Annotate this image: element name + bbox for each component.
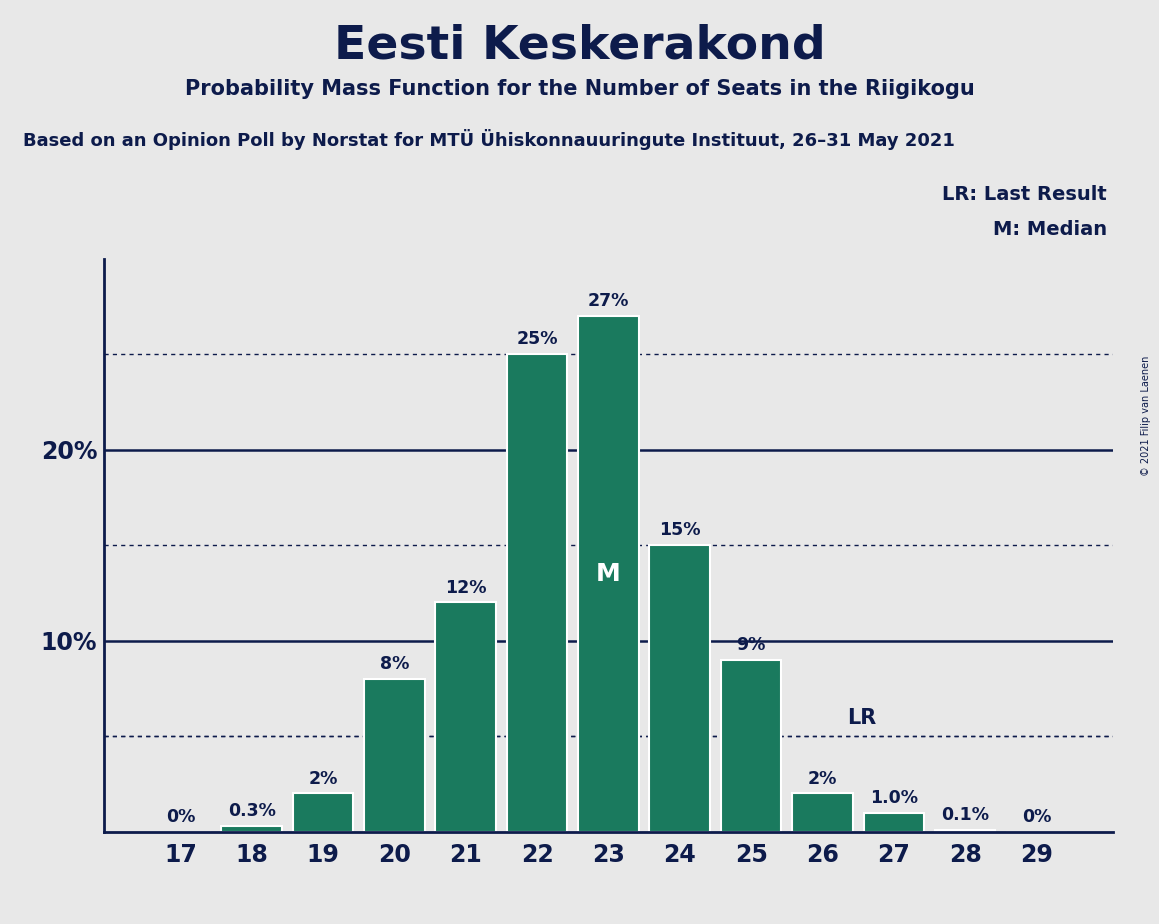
Text: 1.0%: 1.0% (869, 789, 918, 807)
Text: 8%: 8% (380, 655, 409, 673)
Text: M: Median: M: Median (993, 220, 1107, 239)
Bar (436, 602, 496, 832)
Text: 27%: 27% (588, 292, 629, 310)
Text: 25%: 25% (517, 331, 557, 348)
Bar (221, 826, 282, 832)
Text: 0.1%: 0.1% (941, 806, 989, 824)
Text: Eesti Keskerakond: Eesti Keskerakond (334, 23, 825, 68)
Text: 12%: 12% (445, 578, 487, 597)
Text: 2%: 2% (308, 770, 337, 787)
Text: Probability Mass Function for the Number of Seats in the Riigikogu: Probability Mass Function for the Number… (184, 79, 975, 99)
Bar (792, 794, 853, 832)
Text: 0%: 0% (1022, 808, 1051, 826)
Bar (935, 830, 996, 832)
Text: 2%: 2% (808, 770, 837, 787)
Text: 0%: 0% (166, 808, 195, 826)
Text: M: M (596, 562, 621, 586)
Bar (721, 660, 781, 832)
Bar (293, 794, 353, 832)
Bar (578, 316, 639, 832)
Text: LR: LR (847, 709, 876, 728)
Bar (863, 812, 924, 832)
Bar (364, 679, 425, 832)
Text: 9%: 9% (736, 636, 766, 654)
Text: 15%: 15% (659, 521, 700, 540)
Bar (649, 545, 710, 832)
Text: Based on an Opinion Poll by Norstat for MTÜ Ühiskonnauuringute Instituut, 26–31 : Based on an Opinion Poll by Norstat for … (23, 129, 955, 151)
Text: LR: Last Result: LR: Last Result (942, 185, 1107, 204)
Bar (506, 354, 568, 832)
Text: © 2021 Filip van Laenen: © 2021 Filip van Laenen (1140, 356, 1151, 476)
Text: 0.3%: 0.3% (228, 802, 276, 821)
